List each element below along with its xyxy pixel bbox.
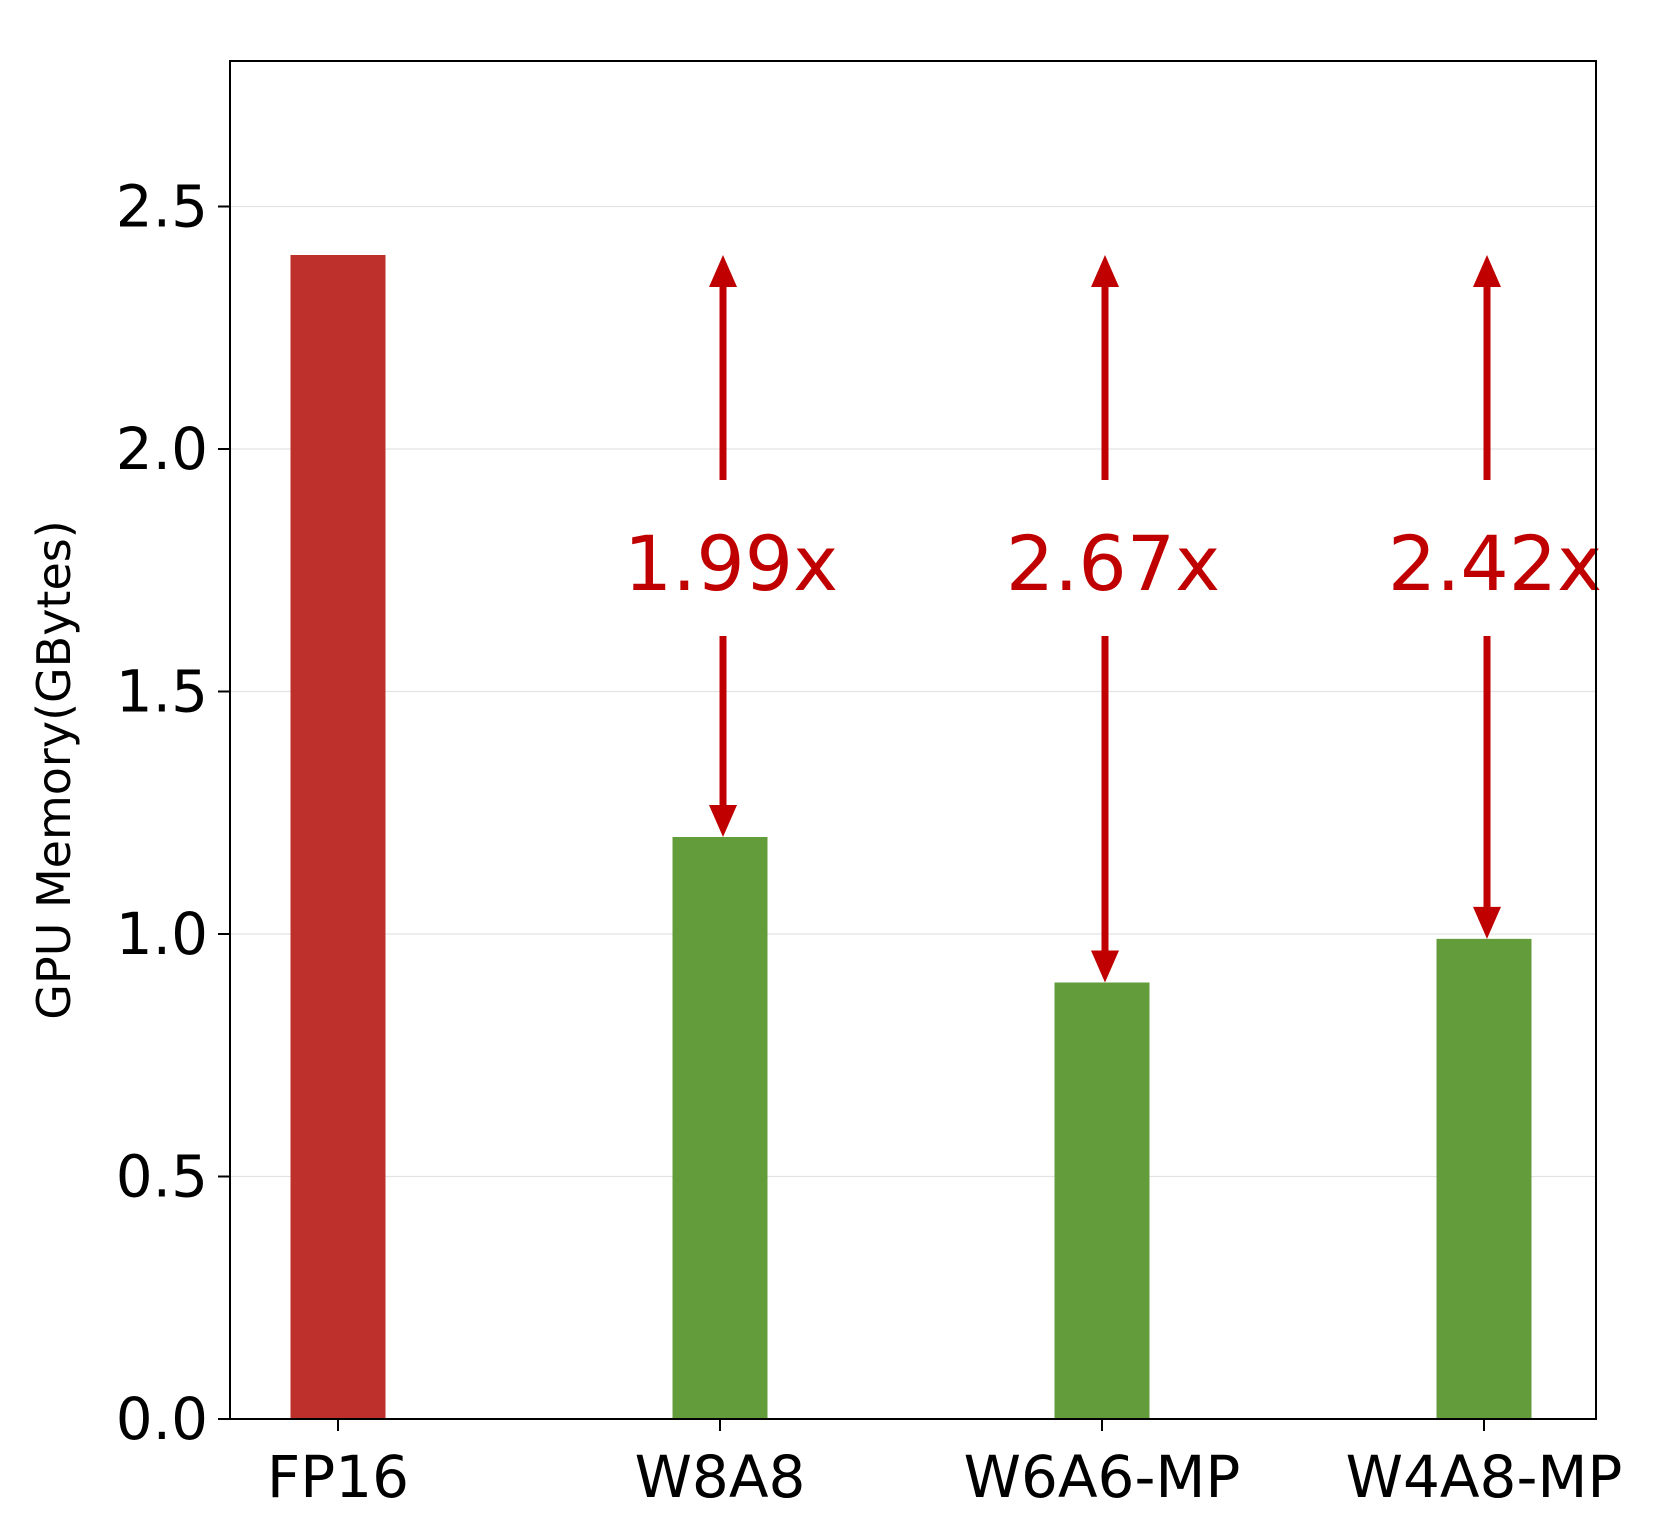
y-axis-label: GPU Memory(GBytes) [27, 520, 81, 1019]
y-tick-label-2-5: 2.5 [116, 173, 208, 241]
annotation-arrowhead-up-w4a8-mp [1473, 255, 1501, 287]
bar-fp16 [290, 255, 386, 1419]
plot-frame [229, 60, 1597, 1420]
annotation-label-box-w6a6-mp [987, 480, 1223, 636]
annotation-label-w6a6-mp: 2.67x [1006, 519, 1220, 608]
annotation-label-box-w8a8 [605, 480, 841, 636]
y-tick-label-0-0: 0.0 [116, 1385, 208, 1453]
gridlines [230, 205, 1596, 1178]
bar-w8a8 [672, 837, 768, 1419]
annotation-arrowhead-up-w8a8 [709, 255, 737, 287]
annotation-arrowhead-down-w8a8 [709, 805, 737, 837]
bar-w4a8-mp [1436, 938, 1532, 1419]
bars [290, 255, 1532, 1419]
annotation-arrowhead-down-w6a6-mp [1091, 950, 1119, 983]
annotation-arrowhead-down-w4a8-mp [1473, 906, 1501, 939]
annotation-arrowhead-up-w6a6-mp [1091, 255, 1119, 287]
annotation-label-box-w4a8-mp [1369, 480, 1605, 636]
annotation-w8a8: 1.99x [605, 255, 841, 837]
x-tick-label-w4a8-mp: W4A8-MP [1346, 1443, 1623, 1511]
axis-ticks: 0.0 0.5 1.0 1.5 2.0 2.5 FP16 W8A8 W6A6-MP W4A8-MP [116, 173, 1623, 1512]
annotation-label-w4a8-mp: 2.42x [1388, 519, 1602, 608]
y-tick-label-0-5: 0.5 [116, 1143, 208, 1211]
annotation-w4a8-mp: 2.42x [1369, 255, 1605, 939]
bar-w6a6-mp [1054, 982, 1150, 1419]
annotation-w6a6-mp: 2.67x [987, 255, 1223, 983]
x-tick-label-w6a6-mp: W6A6-MP [964, 1443, 1241, 1511]
x-tick-label-w8a8: W8A8 [635, 1443, 806, 1511]
y-tick-label-1-5: 1.5 [116, 658, 208, 726]
annotations: 1.99x 2.67x 2.42x [605, 255, 1605, 983]
y-tick-label-2-0: 2.0 [116, 415, 208, 483]
x-tick-label-fp16: FP16 [267, 1443, 409, 1511]
y-tick-label-1-0: 1.0 [116, 900, 208, 968]
annotation-label-w8a8: 1.99x [624, 519, 838, 608]
